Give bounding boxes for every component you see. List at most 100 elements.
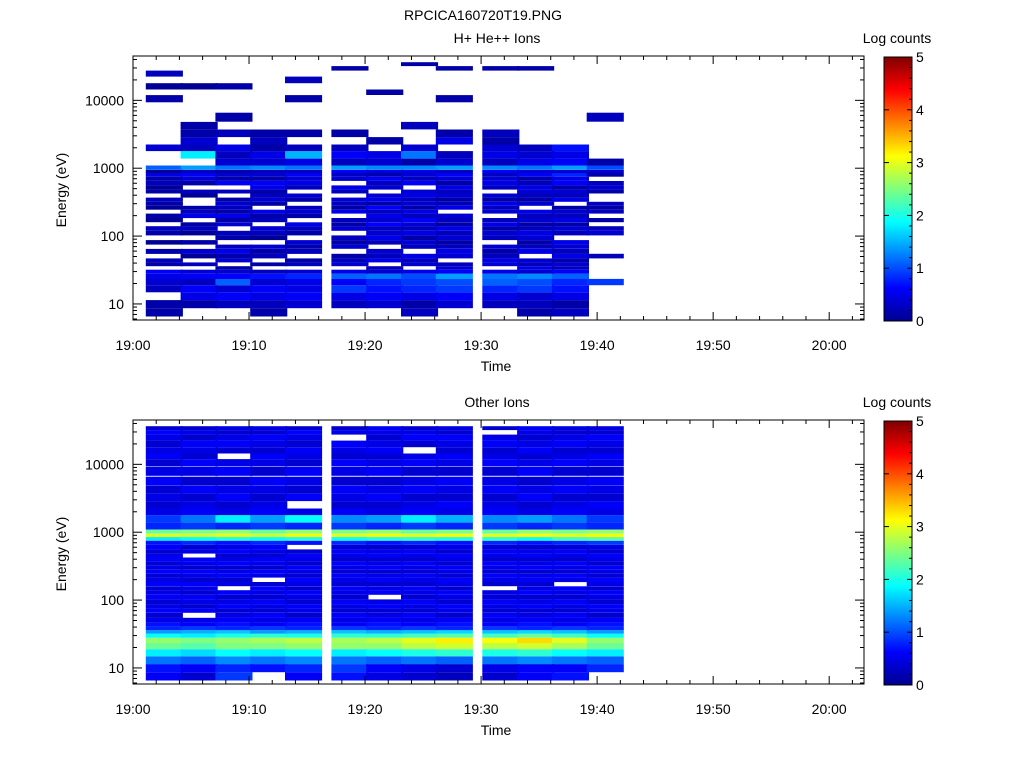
heatmap-cell <box>285 430 323 435</box>
heatmap-cell <box>215 637 253 643</box>
heatmap-cell <box>517 485 555 494</box>
heatmap-cell <box>517 533 555 538</box>
heatmap-cell <box>401 430 439 435</box>
heatmap-cell <box>517 569 555 574</box>
heatmap-cell <box>180 565 218 570</box>
heatmap-cell <box>285 248 323 254</box>
heatmap-cell <box>215 529 253 534</box>
heatmap-cell <box>145 226 183 231</box>
heatmap-cell <box>285 586 323 591</box>
heatmap-cell <box>435 485 473 494</box>
x-tick-label: 20:00 <box>812 701 847 717</box>
heatmap-cell <box>517 266 555 270</box>
heatmap-cell <box>180 144 218 152</box>
heatmap-cell <box>551 253 589 259</box>
heatmap-cell <box>180 557 218 562</box>
heatmap-cell <box>366 453 404 459</box>
heatmap-cell <box>145 262 183 267</box>
heatmap-cell <box>366 222 404 227</box>
heatmap-cell <box>435 633 473 638</box>
heatmap-cell <box>586 604 624 609</box>
colorbar-tick-label: 5 <box>916 49 924 65</box>
heatmap-cell <box>250 300 288 309</box>
heatmap-cell <box>401 222 439 227</box>
heatmap-cell <box>517 292 555 301</box>
heatmap-cell <box>250 262 288 267</box>
heatmap-cell <box>551 269 589 274</box>
heatmap-cell <box>435 672 473 681</box>
heatmap-cell <box>215 189 253 194</box>
heatmap-cell <box>517 549 555 554</box>
heatmap-cell <box>331 599 369 605</box>
heatmap-cell <box>180 151 218 159</box>
heatmap-cell <box>215 197 253 202</box>
heatmap-cell <box>586 205 624 210</box>
heatmap-cell <box>366 553 404 558</box>
heatmap-cell <box>366 617 404 623</box>
heatmap-cell <box>435 222 473 227</box>
heatmap-cell <box>250 151 288 159</box>
heatmap-cell <box>551 656 589 665</box>
heatmap-cell <box>551 557 589 562</box>
heatmap-cell <box>285 549 323 554</box>
heatmap-cell <box>435 185 473 190</box>
heatmap-cell <box>551 612 589 618</box>
heatmap-cell <box>285 129 323 138</box>
colorbar-tick-label: 5 <box>916 413 924 429</box>
heatmap-cell <box>366 169 404 174</box>
heatmap-cell <box>215 608 253 613</box>
heatmap-cell <box>517 612 555 618</box>
heatmap-cell <box>331 430 369 435</box>
heatmap-cell <box>551 278 589 286</box>
heatmap-cell <box>285 590 323 595</box>
heatmap-cell <box>215 617 253 623</box>
heatmap-cell <box>331 209 369 214</box>
heatmap-cell <box>180 205 218 210</box>
heatmap-cell <box>482 158 520 166</box>
heatmap-cell <box>551 476 589 486</box>
heatmap-cell <box>250 590 288 595</box>
heatmap-cell <box>215 549 253 554</box>
heatmap-cell <box>180 604 218 609</box>
heatmap-cell <box>180 137 218 145</box>
heatmap-cell <box>482 426 520 431</box>
heatmap-cell <box>215 622 253 627</box>
heatmap-cell <box>482 459 520 467</box>
heatmap-cell <box>215 430 253 435</box>
plot-frame <box>132 55 865 321</box>
heatmap-cell <box>331 66 369 71</box>
heatmap-cell <box>401 672 439 681</box>
heatmap-cell <box>586 209 624 214</box>
heatmap-cell <box>401 664 439 673</box>
heatmap-cell <box>435 599 473 605</box>
heatmap-cell <box>401 273 439 279</box>
heatmap-cell <box>586 656 624 665</box>
colorbar <box>883 56 913 322</box>
heatmap-cell <box>250 226 288 231</box>
heatmap-cell <box>366 226 404 231</box>
heatmap-cell <box>215 569 253 574</box>
heatmap-cell <box>250 248 288 254</box>
heatmap-cell <box>517 553 555 558</box>
heatmap-cell <box>145 197 183 202</box>
heatmap-cell <box>517 158 555 166</box>
panel-other-ions: Other Ions 19:00 19:10 19:20 19:30 19:40 19:5… <box>53 394 931 738</box>
heatmap-cell <box>517 622 555 627</box>
heatmap-cell <box>435 553 473 558</box>
heatmap-cell <box>517 209 555 214</box>
heatmap-cell <box>145 248 183 254</box>
heatmap-cell <box>215 633 253 638</box>
heatmap-cell <box>435 565 473 570</box>
heatmap-cell <box>331 205 369 210</box>
heatmap-cell <box>331 569 369 574</box>
heatmap-cell <box>180 262 218 267</box>
heatmap-cell <box>366 537 404 541</box>
heatmap-cell <box>482 447 520 454</box>
heatmap-cell <box>366 430 404 435</box>
heatmap-cell <box>482 193 520 198</box>
heatmap-cell <box>180 440 218 448</box>
heatmap-cell <box>285 285 323 293</box>
heatmap-cell <box>401 582 439 587</box>
heatmap-cell <box>285 144 323 152</box>
heatmap-cell <box>435 582 473 587</box>
